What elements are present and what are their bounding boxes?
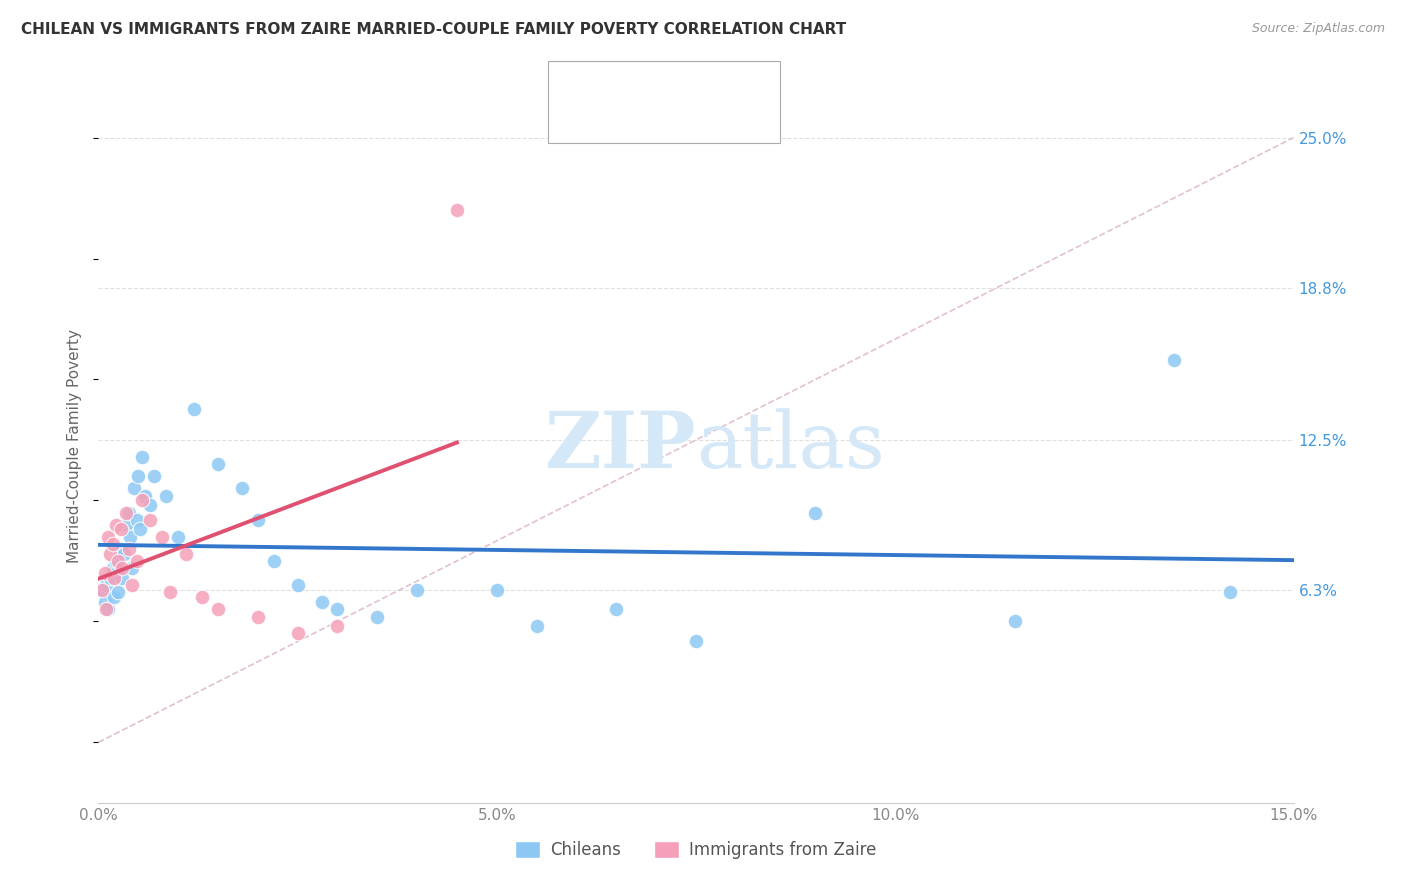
Point — [446, 203, 468, 218]
Point — [155, 489, 177, 503]
Point — [1163, 353, 1185, 368]
Point — [107, 585, 129, 599]
Point — [127, 469, 149, 483]
Point — [605, 602, 627, 616]
Text: 26: 26 — [718, 103, 744, 120]
Legend: Chileans, Immigrants from Zaire: Chileans, Immigrants from Zaire — [509, 834, 883, 866]
Point — [110, 523, 132, 537]
Point — [326, 602, 349, 616]
Point — [131, 450, 153, 464]
Point — [97, 602, 120, 616]
Point — [139, 498, 162, 512]
Point — [118, 506, 141, 520]
Point — [121, 578, 143, 592]
Point — [1219, 585, 1241, 599]
Point — [112, 547, 135, 561]
Point — [159, 585, 181, 599]
Point — [174, 547, 197, 561]
Point — [685, 633, 707, 648]
Y-axis label: Married-Couple Family Poverty: Married-Couple Family Poverty — [67, 329, 83, 563]
Point — [91, 582, 114, 597]
Point — [526, 619, 548, 633]
Text: CHILEAN VS IMMIGRANTS FROM ZAIRE MARRIED-COUPLE FAMILY POVERTY CORRELATION CHART: CHILEAN VS IMMIGRANTS FROM ZAIRE MARRIED… — [21, 22, 846, 37]
Point — [111, 561, 134, 575]
Text: R =: R = — [598, 103, 637, 120]
Point — [125, 554, 148, 568]
Point — [207, 457, 229, 471]
Point — [191, 590, 214, 604]
Point — [94, 566, 117, 580]
Text: N =: N = — [679, 74, 731, 92]
Point — [101, 561, 124, 575]
Point — [125, 513, 148, 527]
Point — [128, 523, 150, 537]
Text: N =: N = — [679, 103, 731, 120]
Point — [91, 582, 114, 597]
Point — [326, 619, 349, 633]
Point — [101, 537, 124, 551]
Point — [134, 489, 156, 503]
Point — [103, 571, 125, 585]
Point — [231, 481, 253, 495]
Point — [246, 609, 269, 624]
Text: ZIP: ZIP — [544, 408, 696, 484]
Point — [111, 571, 134, 585]
Text: 44: 44 — [718, 74, 744, 92]
Point — [131, 493, 153, 508]
Point — [406, 582, 429, 597]
Point — [107, 554, 129, 568]
Text: R =: R = — [598, 74, 637, 92]
Point — [103, 590, 125, 604]
Point — [150, 530, 173, 544]
Point — [94, 595, 117, 609]
Point — [246, 513, 269, 527]
Point — [263, 554, 285, 568]
Text: 0.384: 0.384 — [628, 103, 686, 120]
Point — [207, 602, 229, 616]
Point — [139, 513, 162, 527]
Point — [1004, 615, 1026, 629]
Point — [143, 469, 166, 483]
Text: 0.261: 0.261 — [628, 74, 685, 92]
Point — [97, 530, 120, 544]
Point — [124, 481, 146, 495]
Point — [485, 582, 508, 597]
Point — [104, 517, 127, 532]
Point — [115, 506, 138, 520]
Point — [120, 530, 142, 544]
Point — [287, 578, 309, 592]
Point — [183, 401, 205, 416]
Point — [96, 578, 118, 592]
Point — [287, 626, 309, 640]
Point — [167, 530, 190, 544]
Point — [118, 541, 141, 556]
Text: Source: ZipAtlas.com: Source: ZipAtlas.com — [1251, 22, 1385, 36]
Point — [121, 561, 143, 575]
Point — [110, 541, 132, 556]
Point — [96, 602, 118, 616]
Point — [98, 571, 122, 585]
Text: atlas: atlas — [696, 409, 884, 483]
Point — [311, 595, 333, 609]
Point — [98, 547, 122, 561]
Point — [115, 517, 138, 532]
Point — [804, 506, 827, 520]
Point — [104, 554, 127, 568]
Point — [366, 609, 388, 624]
